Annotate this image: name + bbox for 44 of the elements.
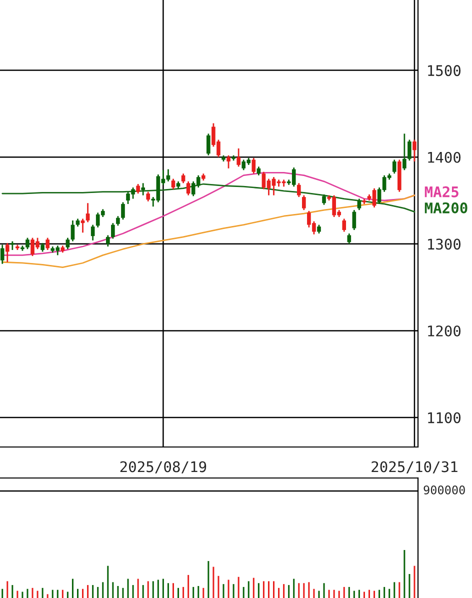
candlestick — [66, 237, 70, 250]
x-tick-label: 2025/08/19 — [120, 461, 206, 474]
candlestick — [252, 157, 256, 174]
candlestick — [121, 202, 125, 220]
candlestick — [90, 224, 95, 242]
candlestick — [342, 218, 346, 232]
candlestick — [352, 209, 356, 231]
y-tick-label: 1100 — [428, 412, 461, 424]
candlestick — [46, 237, 50, 251]
candlestick — [0, 244, 4, 265]
candlestick — [322, 194, 326, 206]
candlestick — [357, 198, 362, 211]
candlestick — [86, 202, 90, 223]
series-label: MA200 — [424, 202, 468, 214]
candlestick — [116, 215, 120, 226]
candlestick — [136, 183, 140, 194]
candlestick — [236, 148, 240, 168]
candlestick — [347, 232, 352, 245]
candlestick — [171, 178, 176, 190]
candlestick — [111, 222, 115, 240]
line-series — [2, 194, 416, 268]
text: 900000 — [424, 485, 465, 494]
candlestick — [141, 182, 145, 196]
candlestick — [226, 154, 230, 170]
candlestick — [146, 191, 150, 202]
candlestick — [186, 180, 190, 196]
y-tick-label: 1200 — [428, 325, 461, 336]
y-tick-label: 1300 — [428, 238, 461, 250]
candlestick — [26, 237, 30, 250]
candlestick — [5, 242, 10, 263]
candlestick — [106, 234, 110, 248]
candlestick — [296, 182, 301, 198]
y-tick-label: 1500 — [428, 65, 461, 76]
candlestick — [302, 194, 306, 211]
candlestick — [206, 132, 210, 156]
series-label: MA25 — [424, 186, 458, 198]
candlestick — [408, 139, 412, 162]
y-tick-label: 1400 — [428, 152, 461, 163]
candlestick — [70, 220, 75, 242]
x-tick-label: 2025/10/31 — [372, 461, 458, 474]
candlestick — [402, 132, 406, 171]
candlestick — [412, 139, 416, 162]
candlestick — [392, 159, 396, 174]
candlestick — [181, 172, 186, 184]
